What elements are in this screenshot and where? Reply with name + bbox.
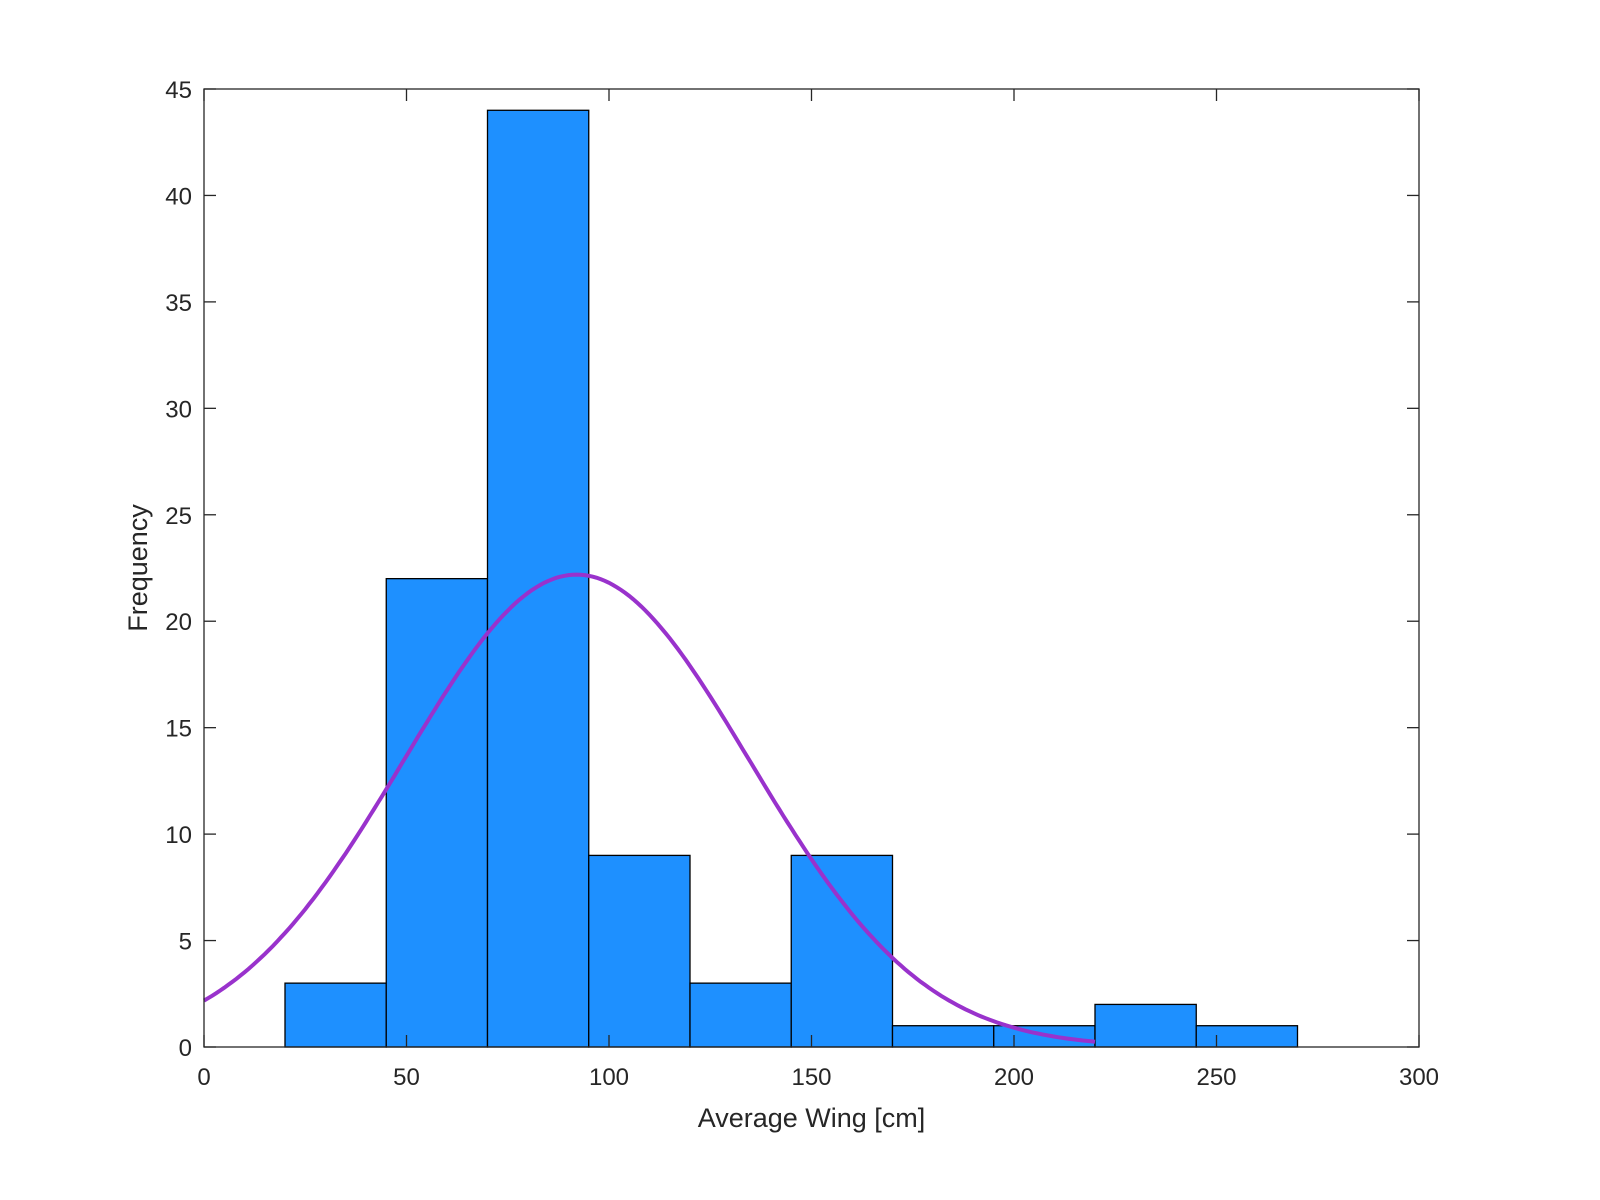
histogram-bar (1195, 1025, 1299, 1048)
histogram-bar (385, 577, 489, 1048)
x-tick-label: 150 (791, 1064, 831, 1091)
x-tick-label: 200 (994, 1064, 1034, 1091)
histogram-bar (284, 982, 387, 1048)
y-tick-label: 5 (179, 929, 192, 956)
y-tick-label: 10 (165, 822, 192, 849)
y-tick-label: 15 (165, 716, 192, 743)
histogram-bar (486, 109, 590, 1048)
y-tick-label: 20 (165, 609, 192, 636)
y-tick-label: 45 (165, 77, 192, 104)
y-tick-label: 40 (165, 183, 192, 210)
x-axis-label: Average Wing [cm] (698, 1103, 926, 1133)
histogram-bar (689, 982, 792, 1048)
x-tick-label: 250 (1196, 1064, 1236, 1091)
histogram-bar (891, 1025, 995, 1048)
x-tick-label: 0 (197, 1064, 210, 1091)
y-tick-label: 30 (165, 396, 192, 423)
histogram-bar (1094, 1003, 1197, 1048)
x-tick-label: 50 (393, 1064, 420, 1091)
x-tick-label: 300 (1399, 1064, 1439, 1091)
y-tick-label: 35 (165, 290, 192, 317)
y-axis-label: Frequency (123, 504, 153, 632)
histogram-bar (790, 854, 894, 1048)
y-tick-label: 25 (165, 503, 192, 530)
normal-fit-curve (202, 572, 1096, 1044)
histogram-bar (588, 854, 691, 1048)
x-tick-label: 100 (589, 1064, 629, 1091)
y-tick-label: 0 (179, 1035, 192, 1062)
